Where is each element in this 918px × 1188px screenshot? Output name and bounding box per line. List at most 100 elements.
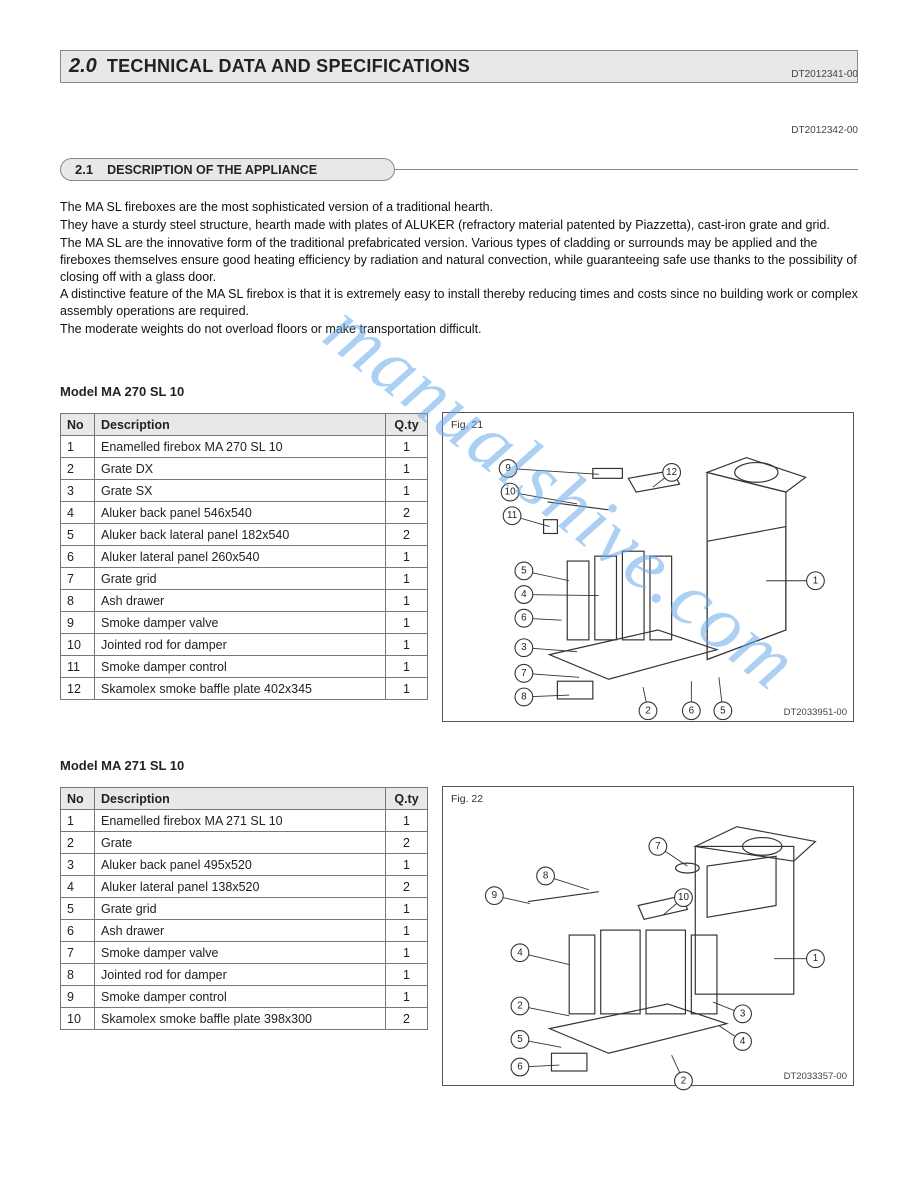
table-row: 2Grate DX1 <box>61 458 428 480</box>
table-header-no: No <box>61 414 95 436</box>
svg-text:12: 12 <box>666 467 677 478</box>
cell-desc: Grate <box>95 832 386 854</box>
table-header-desc: Description <box>95 414 386 436</box>
table-row: 2Grate2 <box>61 832 428 854</box>
cell-no: 5 <box>61 524 95 546</box>
table-header-no: No <box>61 788 95 810</box>
svg-text:4: 4 <box>517 947 523 958</box>
cell-desc: Smoke damper control <box>95 986 386 1008</box>
cell-desc: Ash drawer <box>95 920 386 942</box>
cell-no: 5 <box>61 898 95 920</box>
svg-text:3: 3 <box>740 1008 746 1019</box>
svg-text:1: 1 <box>813 575 818 586</box>
subsection-header: 2.1 DESCRIPTION OF THE APPLIANCE <box>60 158 395 181</box>
paragraph: The MA SL are the innovative form of the… <box>60 235 858 286</box>
model-left: Model MA 270 SL 10 No Description Q.ty 1… <box>60 384 428 722</box>
table-row: 12Skamolex smoke baffle plate 402x3451 <box>61 678 428 700</box>
cell-desc: Jointed rod for damper <box>95 634 386 656</box>
subsection-number: 2.1 <box>75 162 93 177</box>
cell-qty: 1 <box>386 898 428 920</box>
cell-desc: Aluker lateral panel 260x540 <box>95 546 386 568</box>
cell-desc: Aluker lateral panel 138x520 <box>95 876 386 898</box>
cell-no: 4 <box>61 876 95 898</box>
cell-no: 9 <box>61 612 95 634</box>
svg-text:5: 5 <box>720 705 726 716</box>
cell-desc: Enamelled firebox MA 271 SL 10 <box>95 810 386 832</box>
cell-qty: 1 <box>386 458 428 480</box>
subsection-rule <box>394 169 858 170</box>
svg-text:9: 9 <box>505 463 511 474</box>
svg-text:8: 8 <box>521 691 527 702</box>
svg-text:2: 2 <box>517 1000 522 1011</box>
cell-desc: Aluker back panel 546x540 <box>95 502 386 524</box>
cell-desc: Aluker back panel 495x520 <box>95 854 386 876</box>
cell-desc: Smoke damper valve <box>95 942 386 964</box>
model-title: Model MA 270 SL 10 <box>60 384 428 399</box>
table-row: 5Grate grid1 <box>61 898 428 920</box>
table-row: 6Aluker lateral panel 260x5401 <box>61 546 428 568</box>
cell-no: 8 <box>61 964 95 986</box>
subsection-title: DESCRIPTION OF THE APPLIANCE <box>107 163 317 177</box>
model-title: Model MA 271 SL 10 <box>60 758 428 773</box>
cell-no: 6 <box>61 920 95 942</box>
svg-text:9: 9 <box>492 890 498 901</box>
svg-text:7: 7 <box>655 841 660 852</box>
cell-no: 3 <box>61 480 95 502</box>
table-row: 5Aluker back lateral panel 182x5402 <box>61 524 428 546</box>
cell-qty: 1 <box>386 634 428 656</box>
cell-no: 1 <box>61 436 95 458</box>
svg-text:10: 10 <box>678 892 689 903</box>
svg-text:8: 8 <box>543 870 549 881</box>
table-row: 8Ash drawer1 <box>61 590 428 612</box>
cell-desc: Enamelled firebox MA 270 SL 10 <box>95 436 386 458</box>
svg-text:1: 1 <box>813 953 818 964</box>
svg-text:10: 10 <box>505 487 516 498</box>
table-row: 4Aluker lateral panel 138x5202 <box>61 876 428 898</box>
cell-no: 10 <box>61 634 95 656</box>
figure-label: Fig. 21 <box>451 419 845 431</box>
svg-text:3: 3 <box>521 642 527 653</box>
cell-qty: 1 <box>386 480 428 502</box>
table-row: 6Ash drawer1 <box>61 920 428 942</box>
table-row: 9Smoke damper control1 <box>61 986 428 1008</box>
section-title: TECHNICAL DATA AND SPECIFICATIONS <box>107 56 470 77</box>
table-row: 10Jointed rod for damper1 <box>61 634 428 656</box>
table-row: 8Jointed rod for damper1 <box>61 964 428 986</box>
cell-qty: 1 <box>386 942 428 964</box>
svg-text:2: 2 <box>645 705 650 716</box>
svg-text:2: 2 <box>681 1075 686 1086</box>
cell-desc: Ash drawer <box>95 590 386 612</box>
cell-desc: Grate grid <box>95 568 386 590</box>
cell-desc: Smoke damper control <box>95 656 386 678</box>
cell-qty: 1 <box>386 612 428 634</box>
table-row: 10Skamolex smoke baffle plate 398x3002 <box>61 1008 428 1030</box>
table-header-desc: Description <box>95 788 386 810</box>
table-row: 7Smoke damper valve1 <box>61 942 428 964</box>
cell-desc: Skamolex smoke baffle plate 402x345 <box>95 678 386 700</box>
exploded-diagram-icon: 7891042561342 <box>451 807 845 1103</box>
svg-text:6: 6 <box>521 613 527 624</box>
section-number: 2.0 <box>69 55 97 78</box>
cell-no: 4 <box>61 502 95 524</box>
cell-desc: Grate grid <box>95 898 386 920</box>
paragraph: They have a sturdy steel structure, hear… <box>60 217 858 234</box>
cell-desc: Aluker back lateral panel 182x540 <box>95 524 386 546</box>
cell-qty: 2 <box>386 502 428 524</box>
cell-qty: 1 <box>386 854 428 876</box>
cell-no: 1 <box>61 810 95 832</box>
cell-qty: 1 <box>386 590 428 612</box>
cell-qty: 1 <box>386 678 428 700</box>
figure-22: Fig. 22 7891042561342 DT2033357-00 <box>442 786 854 1086</box>
model-block-271: Model MA 271 SL 10 No Description Q.ty 1… <box>60 758 858 1086</box>
cell-desc: Jointed rod for damper <box>95 964 386 986</box>
cell-no: 12 <box>61 678 95 700</box>
cell-qty: 1 <box>386 920 428 942</box>
cell-no: 2 <box>61 458 95 480</box>
cell-qty: 1 <box>386 810 428 832</box>
cell-qty: 1 <box>386 964 428 986</box>
cell-no: 9 <box>61 986 95 1008</box>
cell-desc: Grate SX <box>95 480 386 502</box>
cell-no: 10 <box>61 1008 95 1030</box>
table-row: 9Smoke damper valve1 <box>61 612 428 634</box>
model-left: Model MA 271 SL 10 No Description Q.ty 1… <box>60 758 428 1086</box>
